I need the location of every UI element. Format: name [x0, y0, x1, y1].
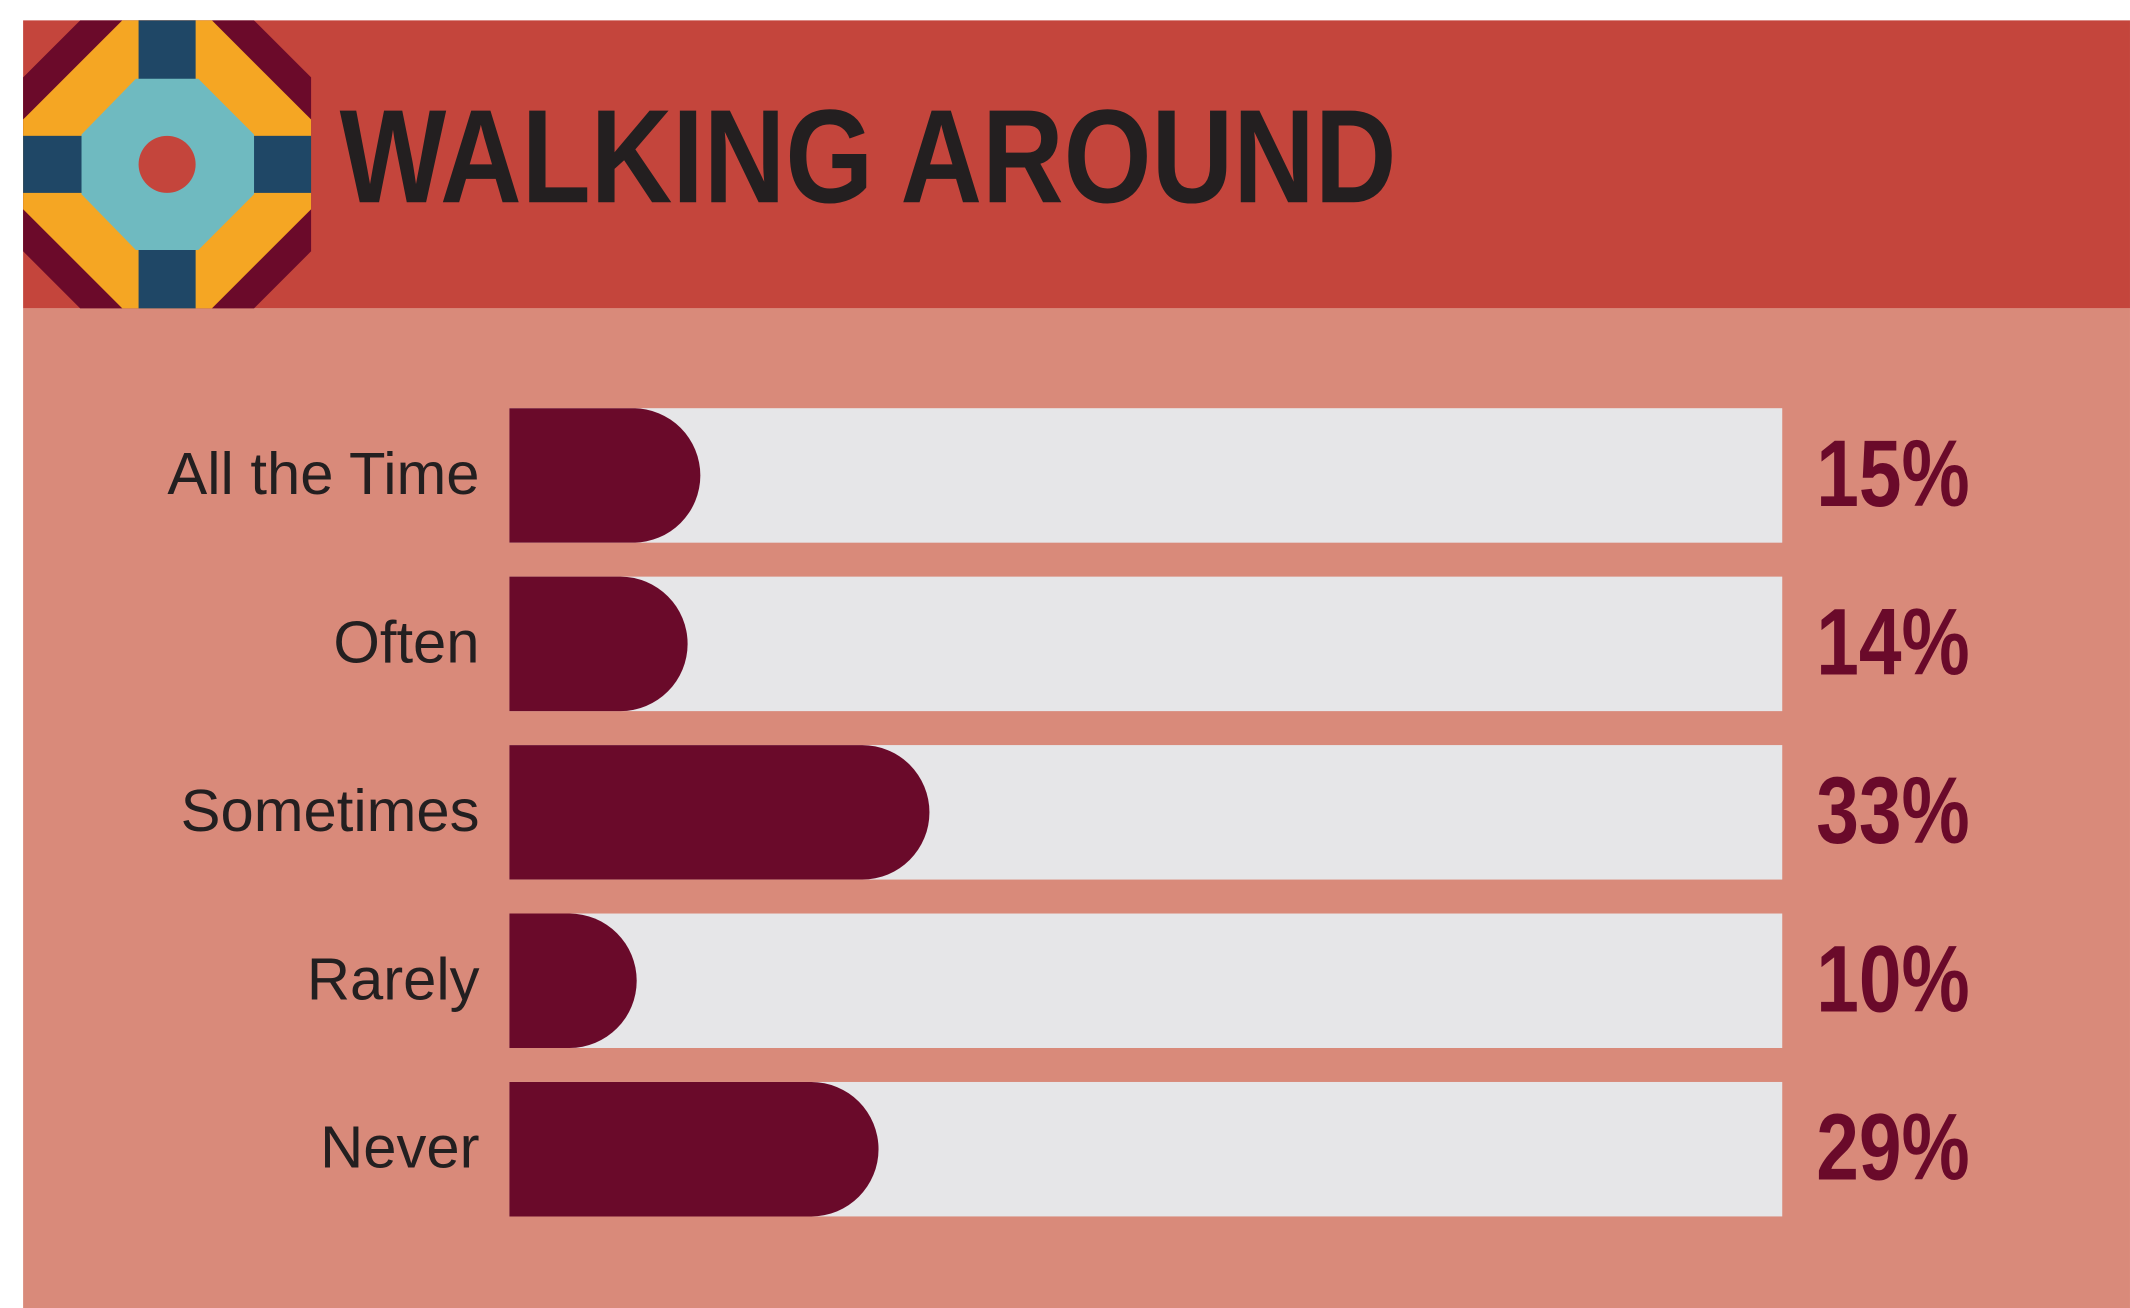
- chart-title: WALKING AROUND: [340, 82, 1397, 231]
- value-label: 33%: [1816, 758, 1969, 864]
- category-label: Rarely: [307, 945, 480, 1012]
- value-label: 29%: [1816, 1095, 1969, 1201]
- bar: [509, 745, 929, 879]
- bar-track: [509, 914, 1782, 1048]
- value-label: 15%: [1816, 421, 1969, 527]
- category-label: Sometimes: [181, 777, 480, 844]
- category-label: All the Time: [167, 440, 479, 507]
- bar: [509, 1082, 878, 1216]
- logo-icon: [23, 20, 311, 308]
- bar-track: [509, 577, 1782, 711]
- chart: WALKING AROUND All the Time 15% Often 14% So…: [0, 0, 2130, 1308]
- bar: [509, 577, 687, 711]
- page: {"chart_data": {"type": "bar", "orientat…: [0, 0, 2130, 1308]
- value-label: 14%: [1816, 589, 1969, 695]
- bar-track: [509, 408, 1782, 542]
- bar: [509, 408, 700, 542]
- value-label: 10%: [1816, 926, 1969, 1032]
- category-label: Never: [320, 1114, 479, 1181]
- category-label: Often: [333, 608, 479, 675]
